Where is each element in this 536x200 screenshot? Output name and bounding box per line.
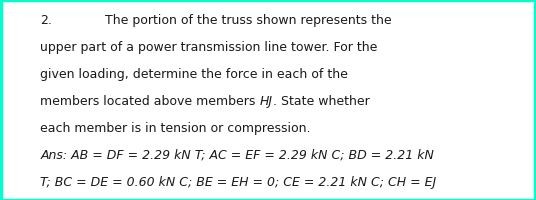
Text: The portion of the truss shown represents the: The portion of the truss shown represent… [105,14,391,27]
Text: Ans: AB = DF = 2.29 kN T; AC = EF = 2.29 kN C; BD = 2.21 kN: Ans: AB = DF = 2.29 kN T; AC = EF = 2.29… [40,149,434,162]
Text: upper part of a power transmission line tower. For the: upper part of a power transmission line … [40,41,377,54]
Text: T; BC = DE = 0.60 kN C; BE = EH = 0; CE = 2.21 kN C; CH = EJ: T; BC = DE = 0.60 kN C; BE = EH = 0; CE … [40,176,436,189]
Text: HJ: HJ [259,95,273,108]
Text: members located above members: members located above members [40,95,259,108]
Text: 2.: 2. [40,14,52,27]
Text: . State whether: . State whether [273,95,369,108]
Text: given loading, determine the force in each of the: given loading, determine the force in ea… [40,68,348,81]
Text: each member is in tension or compression.: each member is in tension or compression… [40,122,311,135]
